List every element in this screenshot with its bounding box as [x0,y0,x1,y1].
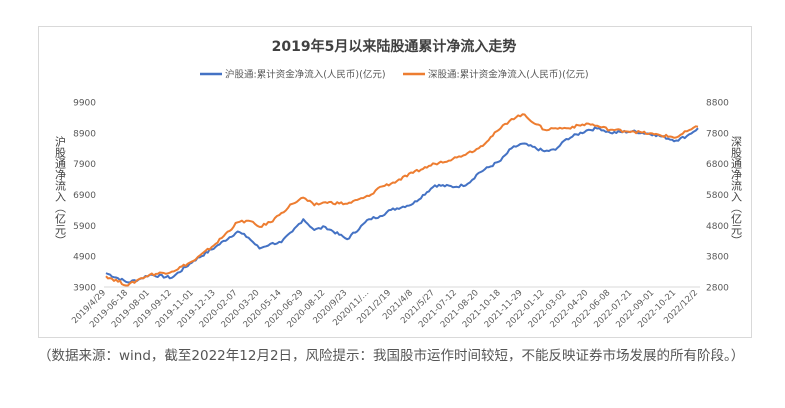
y-axis-left-title: 沪股通净流入（亿元） [54,135,67,246]
series-layer [105,113,699,287]
y-left-tick-label: 4900 [73,253,96,263]
y-right-tick-label: 3800 [706,253,729,263]
y-right-tick-label: 2800 [706,284,729,294]
y-left-tick-label: 8900 [73,129,96,139]
series-line-sz [105,113,699,287]
legend: 沪股通:累计资金净流入(人民币)(亿元) 深股通:累计资金净流入(人民币)(亿元… [200,69,589,81]
y-left-tick-label: 9900 [73,99,96,109]
legend-label-sh: 沪股通:累计资金净流入(人民币)(亿元) [225,69,386,81]
y-right-tick-label: 4800 [706,222,729,232]
line-chart: 2019年5月以来陆股通累计净流入走势 沪股通:累计资金净流入(人民币)(亿元)… [54,38,743,330]
y-right-tick-label: 5800 [706,191,729,201]
y-axis-right: 8800 7800 6800 5800 4800 3800 2800 [706,99,729,294]
y-left-tick-label: 6900 [73,191,96,201]
y-axis-right-title: 深股通净流入（亿元） [730,136,743,246]
footnote: （数据来源：wind，截至2022年12月2日，风险提示：我国股市运作时间较短，… [38,348,745,364]
series-line-sh [105,126,699,284]
y-left-tick-label: 3900 [73,284,96,294]
y-right-tick-label: 7800 [706,129,729,139]
y-axis-left: 9900 8900 7900 6900 5900 4900 3900 [73,99,96,294]
chart-title: 2019年5月以来陆股通累计净流入走势 [272,38,517,55]
y-right-tick-label: 8800 [706,99,729,109]
x-axis: 2019/4/292019-06-182019-08-012019-09-122… [70,288,700,330]
y-right-tick-label: 6800 [706,160,729,170]
y-left-tick-label: 5900 [73,222,96,232]
legend-label-sz: 深股通:累计资金净流入(人民币)(亿元) [428,69,589,81]
y-left-tick-label: 7900 [73,160,96,170]
